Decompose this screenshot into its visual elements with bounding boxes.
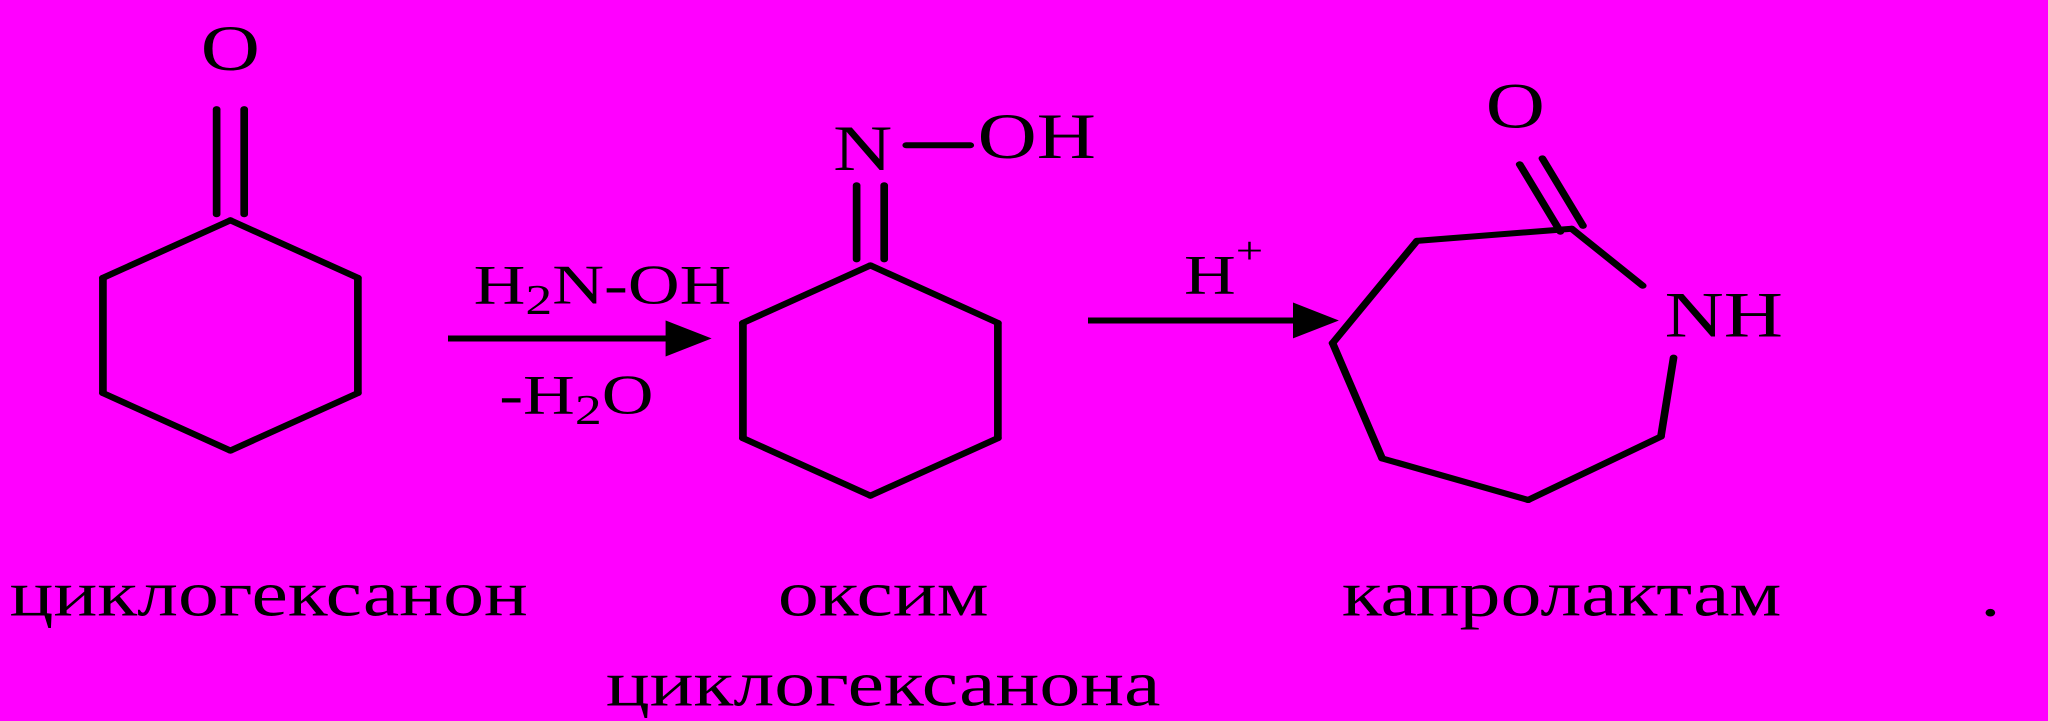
svg-text:O: O <box>201 12 260 83</box>
reaction-diagram: Oциклогексанон H2N-OH -H2O N OH оксим циклогек… <box>0 0 2048 721</box>
svg-text:-H2O: -H2O <box>499 364 653 434</box>
svg-text:циклогексанона: циклогексанона <box>606 648 1161 719</box>
svg-text:NH: NH <box>1665 279 1783 350</box>
svg-text:.: . <box>1980 558 2000 629</box>
svg-text:капролактам: капролактам <box>1342 558 1781 629</box>
svg-text:циклогексанон: циклогексанон <box>10 558 528 629</box>
svg-text:O: O <box>1486 70 1545 141</box>
svg-text:H+: H+ <box>1184 230 1263 305</box>
svg-text:H2N-OH: H2N-OH <box>474 254 732 324</box>
svg-text:оксим: оксим <box>778 558 989 629</box>
svg-text:OH: OH <box>978 100 1096 171</box>
svg-text:N: N <box>833 112 892 183</box>
reaction-svg: Oциклогексанон H2N-OH -H2O N OH оксим циклогек… <box>0 0 2048 721</box>
